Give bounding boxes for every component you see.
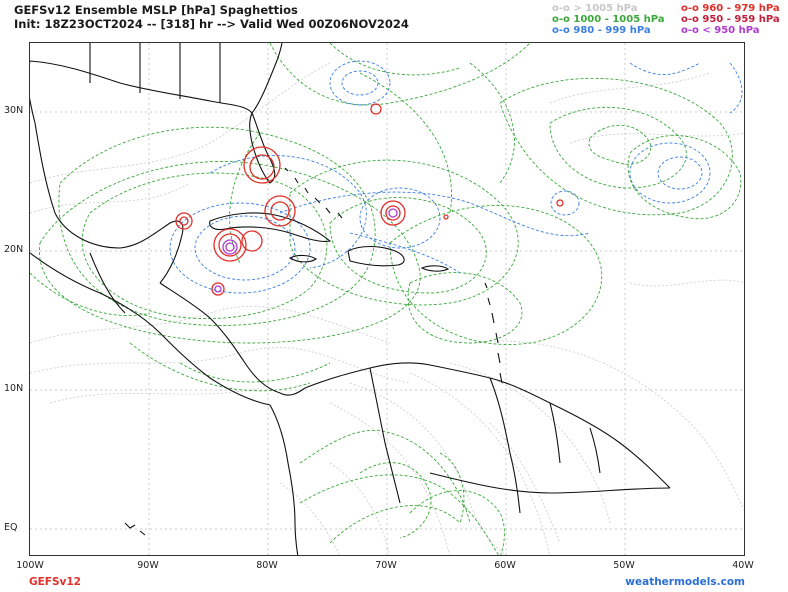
lat-label-10n: 10N (4, 383, 24, 394)
graticule (30, 43, 744, 555)
lon-label-50w: 50W (613, 560, 635, 571)
model-name-label: GEFSv12 (29, 576, 81, 588)
legend-item-gt1005: o-o > 1005 hPa (552, 3, 638, 14)
legend-item-1000-1005: o-o 1000 - 1005 hPa (552, 14, 665, 25)
lon-label-60w: 60W (494, 560, 516, 571)
map-panel (29, 42, 745, 556)
lat-label-eq: EQ (4, 522, 18, 533)
legend-right: o-o 960 - 979 hPa o-o 950 - 959 hPa o-o … (681, 3, 780, 36)
legend-left: o-o > 1005 hPa o-o 1000 - 1005 hPa o-o 9… (552, 3, 665, 36)
legend-item-lt950: o-o < 950 hPa (681, 25, 760, 36)
lon-label-90w: 90W (137, 560, 159, 571)
coastlines (30, 43, 671, 555)
lon-label-70w: 70W (375, 560, 397, 571)
chart-title-block: GEFSv12 Ensemble MSLP [hPa] Spaghettios … (14, 3, 409, 31)
contours-red (175, 103, 564, 296)
map-svg (30, 43, 744, 555)
lat-label-30n: 30N (4, 105, 24, 116)
lat-label-20n: 20N (4, 244, 24, 255)
lon-label-80w: 80W (256, 560, 278, 571)
source-link[interactable]: weathermodels.com (625, 576, 745, 588)
legend-item-980-999: o-o 980 - 999 hPa (552, 25, 651, 36)
contours-green (30, 43, 742, 555)
chart-subtitle: Init: 18Z23OCT2024 -- [318] hr --> Valid… (14, 17, 409, 31)
contours-grey (30, 62, 744, 555)
legend-item-960-979: o-o 960 - 979 hPa (681, 3, 780, 14)
lon-label-100w: 100W (16, 560, 44, 571)
lon-label-40w: 40W (732, 560, 754, 571)
contours-purple (214, 208, 398, 293)
chart-title: GEFSv12 Ensemble MSLP [hPa] Spaghettios (14, 3, 298, 17)
contours-blue (169, 60, 743, 294)
legend-item-950-959: o-o 950 - 959 hPa (681, 14, 780, 25)
